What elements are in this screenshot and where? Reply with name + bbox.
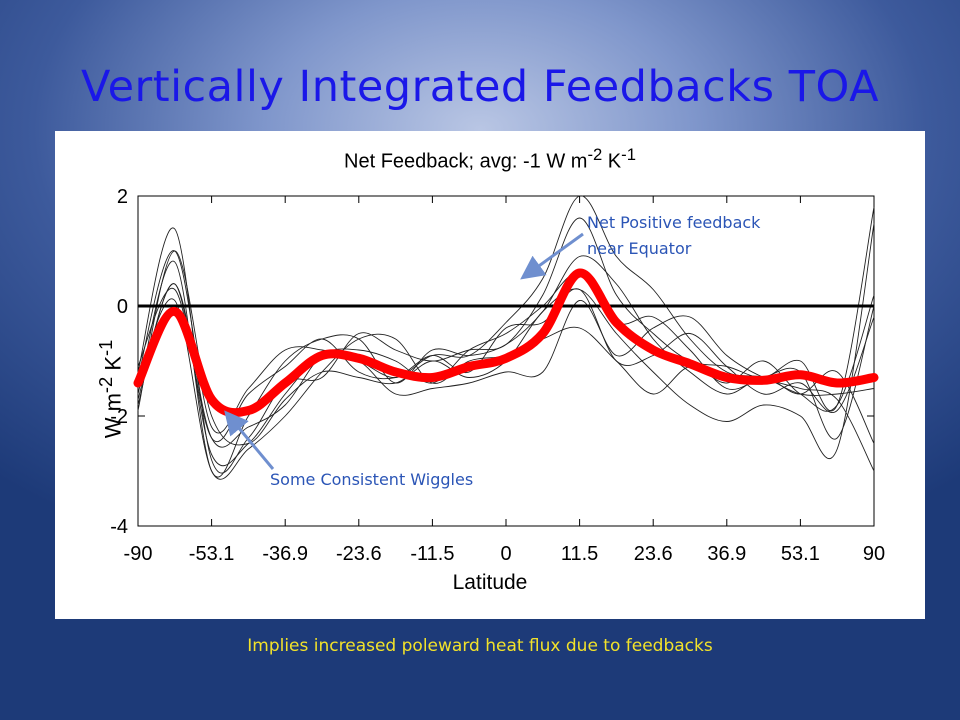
annotation-line-2: near Equator [587, 239, 692, 258]
x-tick-label: 0 [500, 543, 511, 565]
model-series-line [137, 294, 875, 480]
annotation-arrow-equator [520, 232, 584, 280]
annotation-wiggles: Some Consistent Wiggles [270, 470, 474, 489]
x-tick-label: 36.9 [707, 543, 746, 565]
annotation-arrow-wiggles [224, 410, 275, 470]
x-tick-label: 23.6 [634, 543, 673, 565]
x-tick-label: -53.1 [189, 543, 235, 565]
x-tick-label: -90 [124, 543, 153, 565]
model-series-line [137, 206, 875, 474]
y-axis: 2 0 -2 -4 [110, 186, 874, 538]
model-series-line [137, 287, 875, 442]
x-tick-label: -11.5 [410, 543, 454, 565]
model-series-line [137, 195, 875, 434]
chart-panel: Net Feedback; avg: -1 W m-2 K-1 -90 -53.1… [55, 131, 925, 619]
x-axis: -90 -53.1 -36.9 -23.6 -11.5 0 11.5 23.6 36.9 53.1… [124, 196, 885, 565]
x-axis-label: Latitude [452, 571, 528, 594]
y-tick-label: -2 [110, 406, 128, 428]
x-tick-label: 11.5 [561, 543, 598, 565]
y-tick-label: -4 [110, 516, 128, 538]
y-axis-label: W m-2 K-1 [95, 339, 126, 439]
model-series-line [137, 223, 875, 459]
slide-title: Vertically Integrated Feedbacks TOA [81, 62, 879, 112]
x-tick-label: 90 [863, 543, 885, 565]
x-tick-label: -23.6 [336, 543, 382, 565]
y-tick-label: 2 [117, 186, 128, 208]
chart-plot: -90 -53.1 -36.9 -23.6 -11.5 0 11.5 23.6 36.9 53.1… [110, 186, 885, 565]
annotation-net-positive: Net Positive feedback near Equator [587, 210, 760, 262]
model-lines [137, 195, 875, 480]
mean-feedback-line [133, 268, 879, 418]
x-tick-label: 53.1 [781, 543, 820, 565]
x-tick-label: -36.9 [262, 543, 308, 565]
chart-title: Net Feedback; avg: -1 W m-2 K-1 [344, 145, 636, 173]
y-tick-label: 0 [117, 296, 128, 318]
footer-note: Implies increased poleward heat flux due… [247, 636, 713, 656]
model-series-line [137, 283, 875, 472]
annotation-line-1: Net Positive feedback [587, 213, 761, 232]
